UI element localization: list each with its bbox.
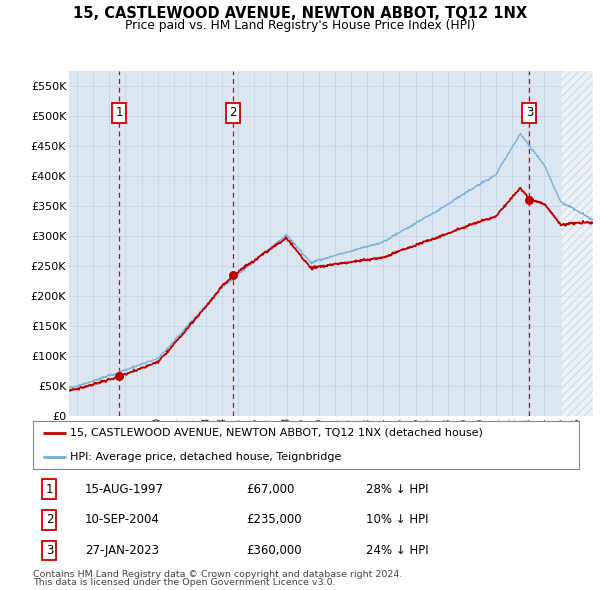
Text: This data is licensed under the Open Government Licence v3.0.: This data is licensed under the Open Gov…	[33, 578, 335, 587]
Text: 1: 1	[116, 106, 123, 119]
Text: 2: 2	[46, 513, 53, 526]
Text: 15, CASTLEWOOD AVENUE, NEWTON ABBOT, TQ12 1NX (detached house): 15, CASTLEWOOD AVENUE, NEWTON ABBOT, TQ1…	[70, 428, 483, 438]
Text: Price paid vs. HM Land Registry's House Price Index (HPI): Price paid vs. HM Land Registry's House …	[125, 19, 475, 32]
Text: £360,000: £360,000	[246, 544, 302, 557]
Text: 15, CASTLEWOOD AVENUE, NEWTON ABBOT, TQ12 1NX: 15, CASTLEWOOD AVENUE, NEWTON ABBOT, TQ1…	[73, 6, 527, 21]
Text: £67,000: £67,000	[246, 483, 295, 496]
Text: 3: 3	[526, 106, 533, 119]
Text: £235,000: £235,000	[246, 513, 302, 526]
Text: 15-AUG-1997: 15-AUG-1997	[85, 483, 164, 496]
Text: 24% ↓ HPI: 24% ↓ HPI	[366, 544, 428, 557]
Text: Contains HM Land Registry data © Crown copyright and database right 2024.: Contains HM Land Registry data © Crown c…	[33, 570, 403, 579]
Text: 2: 2	[229, 106, 237, 119]
Text: HPI: Average price, detached house, Teignbridge: HPI: Average price, detached house, Teig…	[70, 452, 341, 462]
Text: 10-SEP-2004: 10-SEP-2004	[85, 513, 160, 526]
Text: 27-JAN-2023: 27-JAN-2023	[85, 544, 159, 557]
Text: 3: 3	[46, 544, 53, 557]
Text: 10% ↓ HPI: 10% ↓ HPI	[366, 513, 428, 526]
Text: 1: 1	[46, 483, 53, 496]
Bar	[560, 71, 593, 416]
Text: 28% ↓ HPI: 28% ↓ HPI	[366, 483, 428, 496]
